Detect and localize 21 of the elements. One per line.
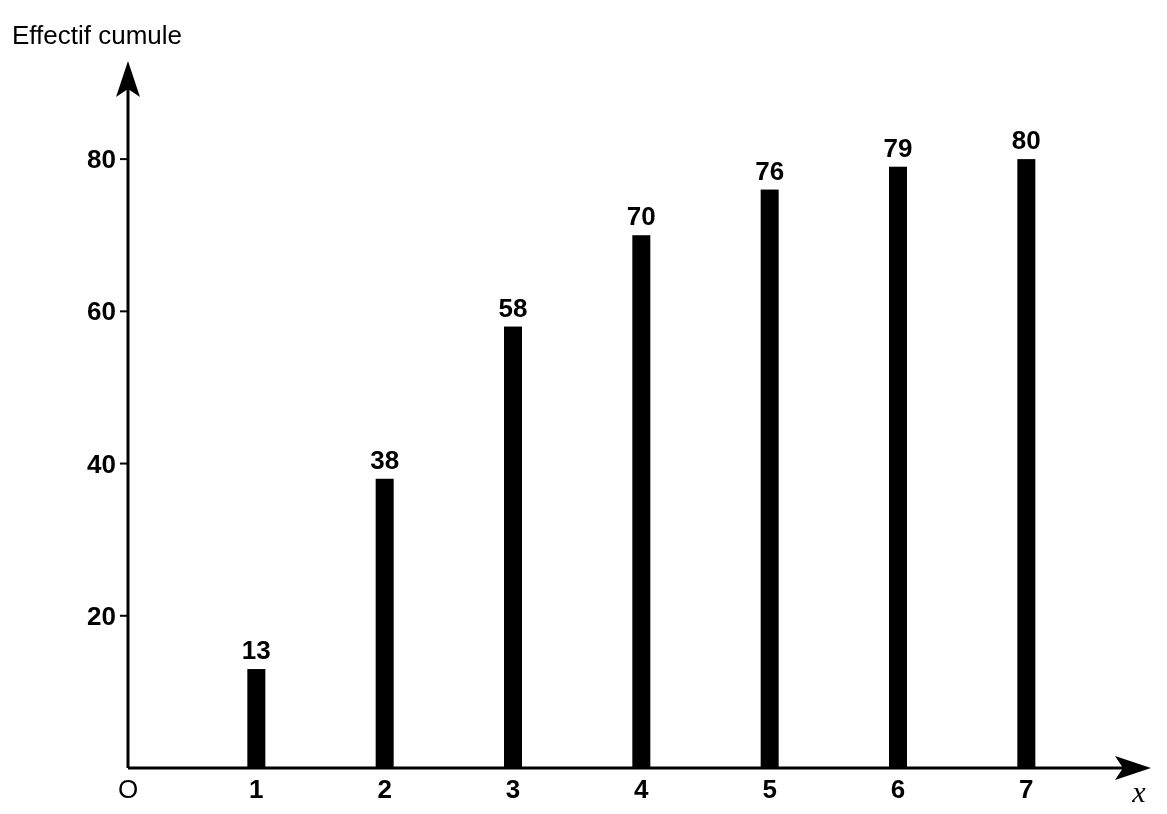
data-label: 76	[755, 155, 785, 186]
x-axis-title: x	[1131, 775, 1147, 808]
y-tick-label: 60	[87, 296, 116, 327]
x-tick-label: 2	[377, 774, 392, 804]
data-label: 58	[498, 292, 528, 323]
data-label: 79	[883, 132, 913, 163]
x-tick-label: O	[117, 774, 139, 804]
data-label: 38	[370, 444, 400, 475]
x-tick-label: 1	[249, 774, 264, 804]
y-axis-title: Effectif cumule	[12, 20, 183, 50]
x-tick-label: 4	[634, 774, 650, 804]
data-label: 80	[1011, 125, 1041, 156]
y-tick-label: 20	[87, 600, 116, 631]
data-label: 13	[241, 635, 271, 666]
x-tick-label: 6	[890, 774, 906, 804]
x-tick-label: 7	[1019, 774, 1034, 804]
y-tick-label: 80	[87, 144, 116, 175]
x-tick-label: 3	[505, 774, 521, 804]
data-label: 70	[626, 201, 656, 232]
x-tick-label: 5	[762, 774, 777, 804]
y-tick-label: 40	[87, 448, 116, 479]
